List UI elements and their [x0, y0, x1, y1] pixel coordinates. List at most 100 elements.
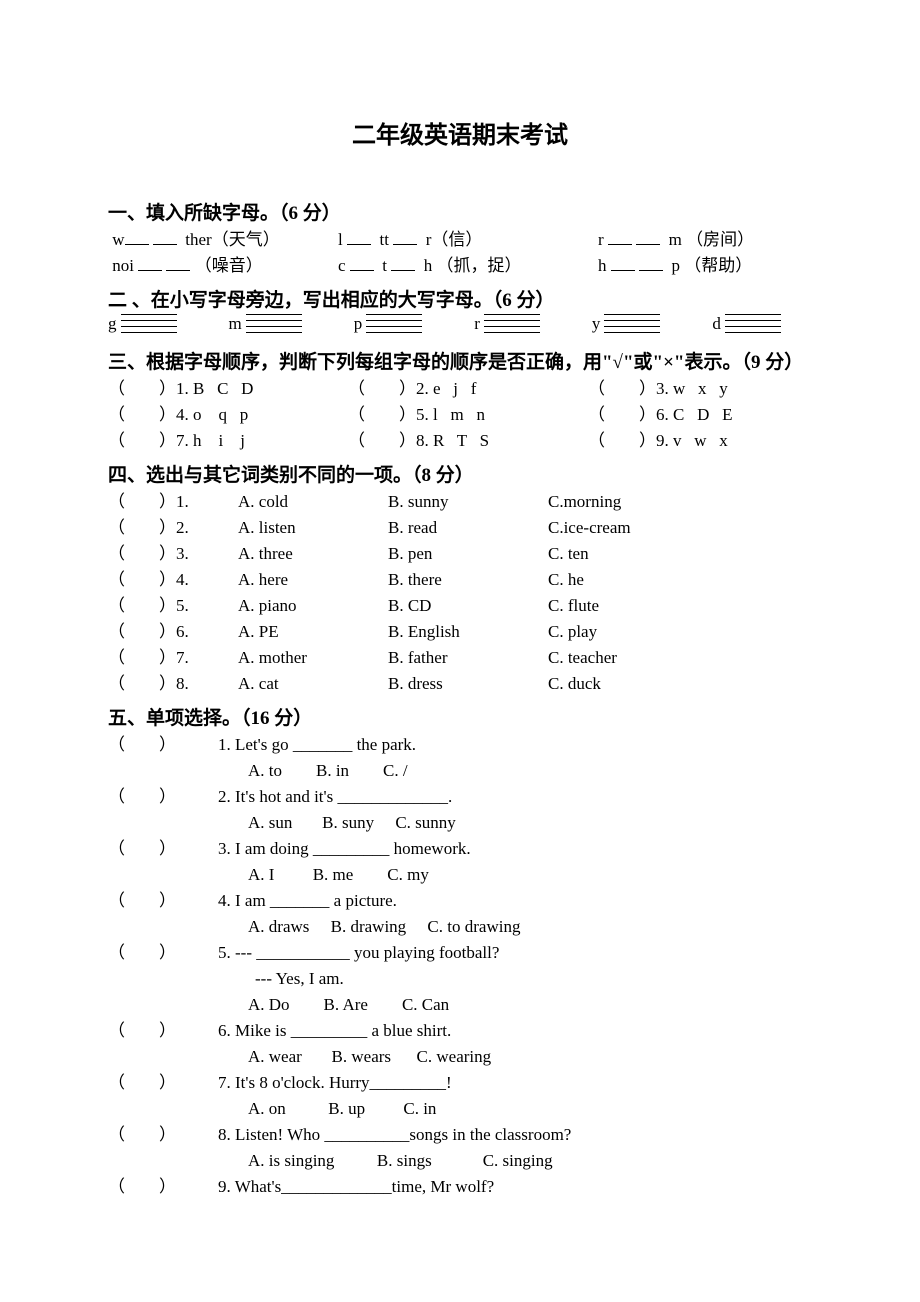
section-2-heading: 二 、在小写字母旁边，写出相应的大写字母。（6 分） [108, 285, 812, 312]
s1-row: noi （噪音）c t h （抓，捉）h p （帮助） [108, 253, 812, 279]
s4-cell: （ ）3. [108, 541, 238, 567]
s4-cell: C. teacher [548, 645, 688, 671]
s2-letter-cell: y [592, 314, 661, 333]
s5-options: A. is singing B. sings C. singing [108, 1148, 812, 1174]
s4-cell: A. mother [238, 645, 388, 671]
section-5-heading: 五、单项选择。（16 分） [108, 703, 812, 730]
s2-writing-lines [121, 314, 177, 333]
s4-cell: A. PE [238, 619, 388, 645]
s4-cell: C.ice-cream [548, 515, 688, 541]
s4-cell: （ ）4. [108, 567, 238, 593]
s5-options: A. draws B. drawing C. to drawing [108, 914, 812, 940]
s3-row: （ ）4. o q p（ ）5. l m n（ ）6. C D E [108, 402, 812, 428]
s4-cell: B. read [388, 515, 548, 541]
s4-cell: A. cat [238, 671, 388, 697]
section-1-body: w ther（天气）l tt r（信）r m （房间） noi （噪音）c t … [108, 227, 812, 279]
s4-cell: B. sunny [388, 489, 548, 515]
s2-letter-cell: d [712, 314, 781, 333]
s4-cell: C. play [548, 619, 688, 645]
s3-cell: （ ）1. B C D [108, 376, 348, 402]
s4-cell: B. dress [388, 671, 548, 697]
answer-paren: （ ） [108, 1174, 218, 1200]
s3-cell: （ ）5. l m n [348, 402, 588, 428]
section-3-body: （ ）1. B C D（ ）2. e j f（ ）3. w x y（ ）4. o… [108, 376, 812, 454]
s4-cell: A. piano [238, 593, 388, 619]
s5-stem: （ ）4. I am _______ a picture. [108, 888, 812, 914]
s1-cell: w ther（天气） [108, 227, 338, 253]
s4-cell: A. three [238, 541, 388, 567]
s2-letter: p [354, 315, 363, 333]
s1-cell: l tt r（信） [338, 227, 598, 253]
s2-letter: m [229, 315, 242, 333]
s4-cell: A. cold [238, 489, 388, 515]
exam-page: 二年级英语期末考试 一、填入所缺字母。（6 分） w ther（天气）l tt … [0, 0, 920, 1302]
s4-item: （ ）6. A. PEB. EnglishC. play [108, 619, 812, 645]
s3-cell: （ ）2. e j f [348, 376, 588, 402]
s2-writing-lines [366, 314, 422, 333]
s2-writing-lines [725, 314, 781, 333]
s1-cell: noi （噪音） [108, 253, 338, 279]
section-4-heading: 四、选出与其它词类别不同的一项。（8 分） [108, 460, 812, 487]
s4-item: （ ）2. A. listenB. readC.ice-cream [108, 515, 812, 541]
s4-item: （ ）1. A. coldB. sunnyC.morning [108, 489, 812, 515]
section-1-heading: 一、填入所缺字母。（6 分） [108, 198, 812, 225]
s4-cell: A. listen [238, 515, 388, 541]
s5-stem-text: 6. Mike is _________ a blue shirt. [218, 1021, 451, 1040]
s1-cell: c t h （抓，捉） [338, 253, 598, 279]
s4-cell: C. flute [548, 593, 688, 619]
s2-letter: g [108, 315, 117, 333]
s5-stem-text: 5. --- ___________ you playing football? [218, 943, 499, 962]
s4-cell: （ ）2. [108, 515, 238, 541]
s4-cell: （ ）6. [108, 619, 238, 645]
s2-letter-cell: g [108, 314, 177, 333]
s1-row: w ther（天气）l tt r（信）r m （房间） [108, 227, 812, 253]
s5-options: A. on B. up C. in [108, 1096, 812, 1122]
s5-stem: （ ）9. What's_____________time, Mr wolf? [108, 1174, 812, 1200]
s4-cell: B. CD [388, 593, 548, 619]
s4-cell: C. duck [548, 671, 688, 697]
s4-item: （ ）8. A. catB. dressC. duck [108, 671, 812, 697]
s5-stem-text: 8. Listen! Who __________songs in the cl… [218, 1125, 571, 1144]
s5-options: A. Do B. Are C. Can [108, 992, 812, 1018]
s3-cell: （ ）9. v w x [588, 428, 808, 454]
s5-stem: （ ）1. Let's go _______ the park. [108, 732, 812, 758]
s3-cell: （ ）7. h i j [108, 428, 348, 454]
s4-cell: （ ）7. [108, 645, 238, 671]
s5-stem: （ ）6. Mike is _________ a blue shirt. [108, 1018, 812, 1044]
s4-item: （ ）3. A. threeB. penC. ten [108, 541, 812, 567]
s4-item: （ ）4. A. hereB. thereC. he [108, 567, 812, 593]
s5-stem: （ ）7. It's 8 o'clock. Hurry_________! [108, 1070, 812, 1096]
s4-item: （ ）7. A. motherB. fatherC. teacher [108, 645, 812, 671]
s3-cell: （ ）4. o q p [108, 402, 348, 428]
s5-options: A. wear B. wears C. wearing [108, 1044, 812, 1070]
s5-stem-text: 4. I am _______ a picture. [218, 891, 397, 910]
s4-cell: C.morning [548, 489, 688, 515]
s2-letter-cell: p [354, 314, 423, 333]
s5-options: A. I B. me C. my [108, 862, 812, 888]
s5-options: A. sun B. suny C. sunny [108, 810, 812, 836]
s2-writing-lines [246, 314, 302, 333]
answer-paren: （ ） [108, 1122, 218, 1148]
s5-stem-text: 3. I am doing _________ homework. [218, 839, 471, 858]
s4-cell: B. there [388, 567, 548, 593]
s2-writing-lines [484, 314, 540, 333]
s2-letter-cell: r [474, 314, 540, 333]
s2-writing-lines [604, 314, 660, 333]
s4-cell: C. he [548, 567, 688, 593]
s4-cell: A. here [238, 567, 388, 593]
answer-paren: （ ） [108, 836, 218, 862]
s5-stem-text: 2. It's hot and it's _____________. [218, 787, 452, 806]
s4-cell: （ ）5. [108, 593, 238, 619]
s4-cell: C. ten [548, 541, 688, 567]
s4-cell: B. pen [388, 541, 548, 567]
s3-cell: （ ）3. w x y [588, 376, 808, 402]
answer-paren: （ ） [108, 732, 218, 758]
s2-letter: d [712, 315, 721, 333]
answer-paren: （ ） [108, 784, 218, 810]
s4-cell: （ ）1. [108, 489, 238, 515]
answer-paren: （ ） [108, 1070, 218, 1096]
s2-letter: r [474, 315, 480, 333]
s3-row: （ ）1. B C D（ ）2. e j f（ ）3. w x y [108, 376, 812, 402]
s2-letter: y [592, 315, 601, 333]
s5-stem: （ ）8. Listen! Who __________songs in the… [108, 1122, 812, 1148]
